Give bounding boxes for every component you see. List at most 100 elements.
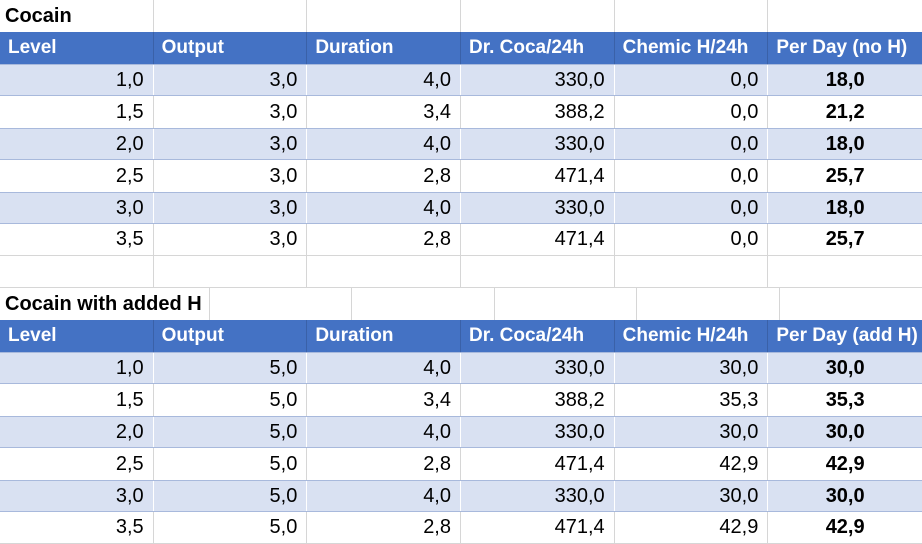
sheet-cell[interactable]: 1,0 [0, 65, 154, 95]
sheet-cell[interactable] [768, 0, 922, 32]
sheet-cell[interactable]: 1,0 [0, 353, 154, 383]
sheet-cell[interactable]: 30,0 [825, 356, 865, 379]
sheet-cell[interactable]: 21,2 [825, 100, 865, 123]
sheet-cell[interactable] [637, 288, 780, 320]
sheet-cell[interactable]: 4,0 [307, 65, 461, 95]
sheet-cell[interactable]: 4,0 [307, 129, 461, 159]
sheet-cell[interactable]: 25,7 [825, 228, 865, 250]
column-header[interactable]: Duration [307, 32, 461, 64]
sheet-cell[interactable]: 5,0 [154, 448, 308, 480]
sheet-cell[interactable] [615, 0, 769, 32]
sheet-cell[interactable]: 35,3 [825, 388, 865, 411]
sheet-cell[interactable]: 1,5 [0, 384, 154, 416]
sheet-cell[interactable]: 3,0 [0, 193, 154, 223]
sheet-cell[interactable] [780, 288, 922, 320]
sheet-cell[interactable]: 0,0 [615, 224, 769, 255]
sheet-cell[interactable]: 3,0 [154, 193, 308, 223]
column-header[interactable]: Output [154, 32, 308, 64]
sheet-cell[interactable]: 3,0 [154, 160, 308, 192]
sheet-cell[interactable] [768, 256, 922, 287]
column-header[interactable]: Chemic H/24h [615, 320, 769, 352]
sheet-cell[interactable]: Cocain with added H [0, 288, 210, 320]
sheet-cell[interactable]: 330,0 [461, 481, 615, 511]
sheet-cell[interactable]: 330,0 [461, 417, 615, 447]
sheet-cell[interactable] [154, 0, 308, 32]
sheet-cell[interactable]: 2,5 [0, 448, 154, 480]
sheet-cell[interactable]: 388,2 [461, 96, 615, 128]
sheet-cell[interactable]: 471,4 [461, 512, 615, 543]
column-header[interactable]: Level [0, 32, 154, 64]
sheet-cell[interactable]: 18,0 [825, 68, 865, 91]
column-header[interactable]: Per Day (no H) [776, 37, 908, 58]
sheet-cell[interactable]: 4,0 [307, 417, 461, 447]
sheet-cell[interactable]: 5,0 [154, 512, 308, 543]
sheet-cell[interactable]: 30,0 [825, 484, 865, 507]
sheet-cell[interactable]: 388,2 [461, 384, 615, 416]
sheet-cell[interactable]: 18,0 [825, 132, 865, 155]
sheet-cell[interactable]: 3,0 [154, 96, 308, 128]
sheet-cell[interactable]: 5,0 [154, 353, 308, 383]
sheet-cell[interactable]: 3,4 [307, 384, 461, 416]
sheet-cell[interactable] [307, 0, 461, 32]
sheet-cell[interactable]: 0,0 [615, 160, 769, 192]
sheet-cell[interactable]: 3,4 [307, 96, 461, 128]
sheet-cell[interactable]: 0,0 [615, 65, 769, 95]
sheet-cell[interactable]: 3,0 [154, 129, 308, 159]
sheet-cell[interactable]: 30,0 [615, 481, 769, 511]
column-header[interactable]: Level [0, 320, 154, 352]
sheet-cell[interactable]: 25,7 [825, 164, 865, 187]
sheet-cell[interactable]: 42,9 [825, 452, 865, 475]
sheet-cell[interactable]: 2,0 [0, 129, 154, 159]
sheet-cell[interactable]: 5,0 [154, 384, 308, 416]
sheet-cell[interactable] [495, 288, 638, 320]
sheet-cell[interactable]: 2,5 [0, 160, 154, 192]
column-header[interactable]: Dr. Coca/24h [461, 32, 615, 64]
sheet-cell[interactable]: 2,0 [0, 417, 154, 447]
sheet-cell[interactable]: 330,0 [461, 65, 615, 95]
sheet-cell[interactable]: 30,0 [615, 417, 769, 447]
sheet-cell[interactable]: 30,0 [615, 353, 769, 383]
sheet-cell[interactable]: 1,5 [0, 96, 154, 128]
sheet-cell[interactable]: 4,0 [307, 353, 461, 383]
sheet-cell[interactable]: 330,0 [461, 193, 615, 223]
sheet-cell[interactable]: 30,0 [825, 420, 865, 443]
sheet-cell[interactable]: 2,8 [307, 512, 461, 543]
sheet-cell[interactable] [615, 256, 769, 287]
sheet-cell[interactable]: 35,3 [615, 384, 769, 416]
sheet-cell[interactable]: 3,0 [154, 65, 308, 95]
sheet-cell[interactable]: 330,0 [461, 353, 615, 383]
sheet-cell[interactable]: 330,0 [461, 129, 615, 159]
sheet-cell[interactable] [0, 256, 154, 287]
sheet-cell[interactable]: 42,9 [615, 448, 769, 480]
sheet-cell[interactable]: 42,9 [825, 516, 865, 538]
sheet-cell[interactable]: 4,0 [307, 481, 461, 511]
sheet-cell[interactable]: 3,0 [0, 481, 154, 511]
sheet-cell[interactable] [461, 0, 615, 32]
sheet-cell[interactable]: 2,8 [307, 160, 461, 192]
column-header[interactable]: Dr. Coca/24h [461, 320, 615, 352]
sheet-cell[interactable]: 3,0 [154, 224, 308, 255]
sheet-cell[interactable]: 3,5 [0, 512, 154, 543]
sheet-cell[interactable]: 42,9 [615, 512, 769, 543]
sheet-cell[interactable]: 2,8 [307, 224, 461, 255]
sheet-cell[interactable]: Cocain [0, 0, 154, 32]
column-header[interactable]: Output [154, 320, 308, 352]
sheet-cell[interactable]: 0,0 [615, 193, 769, 223]
sheet-cell[interactable]: 0,0 [615, 129, 769, 159]
sheet-cell[interactable]: 4,0 [307, 193, 461, 223]
sheet-cell[interactable]: 3,5 [0, 224, 154, 255]
sheet-cell[interactable]: 5,0 [154, 417, 308, 447]
sheet-cell[interactable] [352, 288, 495, 320]
sheet-cell[interactable]: 2,8 [307, 448, 461, 480]
sheet-cell[interactable]: 471,4 [461, 224, 615, 255]
sheet-cell[interactable]: 0,0 [615, 96, 769, 128]
sheet-cell[interactable] [307, 256, 461, 287]
sheet-cell[interactable]: 471,4 [461, 448, 615, 480]
sheet-cell[interactable] [154, 256, 308, 287]
sheet-cell[interactable]: 5,0 [154, 481, 308, 511]
sheet-cell[interactable] [461, 256, 615, 287]
sheet-cell[interactable]: 471,4 [461, 160, 615, 192]
column-header[interactable]: Duration [307, 320, 461, 352]
sheet-cell[interactable]: 18,0 [825, 196, 865, 219]
column-header[interactable]: Per Day (add H) [776, 325, 918, 346]
